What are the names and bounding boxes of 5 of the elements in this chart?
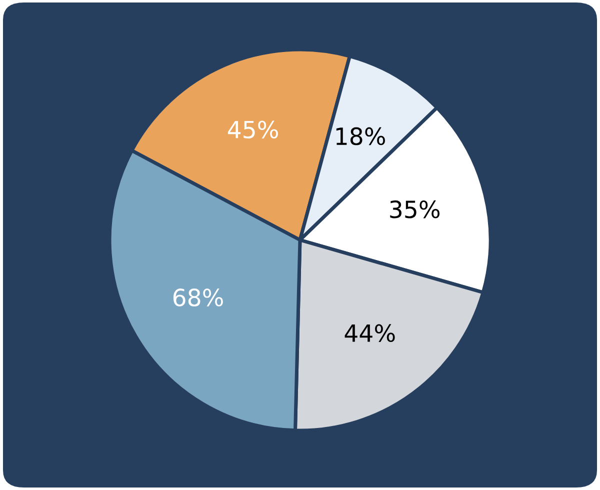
- data-label: 45%: [228, 120, 278, 138]
- data-label: 44%: [344, 324, 395, 342]
- data-label: 18%: [336, 127, 385, 146]
- data-label: 68%: [173, 288, 223, 306]
- data-label: 35%: [390, 200, 440, 218]
